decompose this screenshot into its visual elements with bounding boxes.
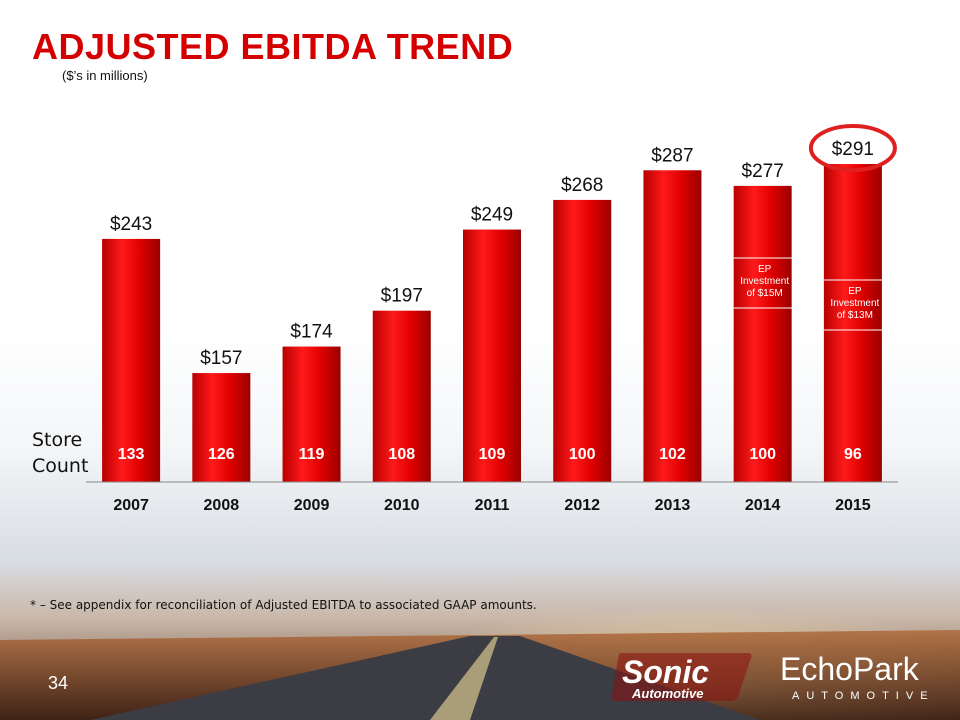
value-label-2014: $277 xyxy=(742,161,784,182)
sonic-logo-text: Sonic xyxy=(622,654,709,690)
echopark-automotive-logo: EchoPark AUTOMOTIVE xyxy=(780,651,935,702)
store-count-2010: 108 xyxy=(388,446,415,463)
automotive-logo-text: Automotive xyxy=(631,686,704,701)
annotation-text-2015-1: Investment xyxy=(830,298,879,309)
bar-2009 xyxy=(282,346,341,482)
store-count-2014: 100 xyxy=(749,446,776,463)
bar-2014 xyxy=(733,185,792,482)
annotation-text-2015-0: EP xyxy=(848,286,862,297)
page-number: 34 xyxy=(48,673,69,693)
x-tick-2008: 2008 xyxy=(204,497,240,514)
footnote: * – See appendix for reconciliation of A… xyxy=(30,598,537,612)
value-label-2008: $157 xyxy=(200,348,242,369)
value-label-2009: $174 xyxy=(290,322,333,343)
x-tick-2007: 2007 xyxy=(113,497,149,514)
x-tick-2011: 2011 xyxy=(475,497,510,514)
store-count-2012: 100 xyxy=(569,446,596,463)
store-count-2007: 133 xyxy=(118,446,145,463)
store-count-2013: 102 xyxy=(659,446,686,463)
echopark-automotive-text: AUTOMOTIVE xyxy=(792,690,935,702)
bar-2008 xyxy=(192,373,251,482)
slide-title: ADJUSTED EBITDA TREND xyxy=(32,26,514,67)
value-label-2013: $287 xyxy=(651,145,693,166)
echopark-logo-text: EchoPark xyxy=(780,651,920,687)
bar-2010 xyxy=(372,310,431,482)
x-tick-2013: 2013 xyxy=(655,497,691,514)
store-count-2015: 96 xyxy=(844,446,862,463)
store-count-label: Store Count xyxy=(32,429,89,477)
x-tick-2009: 2009 xyxy=(294,497,330,514)
store-count-2009: 119 xyxy=(299,446,325,463)
x-tick-2012: 2012 xyxy=(564,497,600,514)
annotation-text-2014-0: EP xyxy=(758,264,772,275)
annotation-text-2014-2: of $15M xyxy=(747,288,783,299)
x-tick-2015: 2015 xyxy=(835,497,871,514)
bar-2007 xyxy=(102,238,161,482)
store-count-2008: 126 xyxy=(208,446,235,463)
bar-2012 xyxy=(553,199,612,483)
ebitda-bar-chart: $243 133 2007 $157 126 2008 $174 119 2009 $197 108… xyxy=(86,124,898,514)
annotation-text-2014-1: Investment xyxy=(740,276,789,287)
annotation-text-2015-2: of $13M xyxy=(837,310,873,321)
value-label-2010: $197 xyxy=(381,286,423,307)
value-label-2012: $268 xyxy=(561,175,603,196)
sonic-automotive-logo: Sonic Automotive xyxy=(611,653,752,701)
bar-2013 xyxy=(643,170,702,482)
value-label-2011: $249 xyxy=(471,205,513,226)
bar-2015 xyxy=(823,164,882,483)
value-label-2007: $243 xyxy=(110,214,152,235)
store-count-2011: 109 xyxy=(479,446,506,463)
highlight-circle xyxy=(808,124,897,173)
slide-subtitle: ($’s in millions) xyxy=(62,68,148,83)
bar-2011 xyxy=(463,229,521,482)
value-label-2015: $291 xyxy=(832,139,874,160)
x-tick-2014: 2014 xyxy=(745,497,781,514)
x-tick-2010: 2010 xyxy=(384,497,420,514)
